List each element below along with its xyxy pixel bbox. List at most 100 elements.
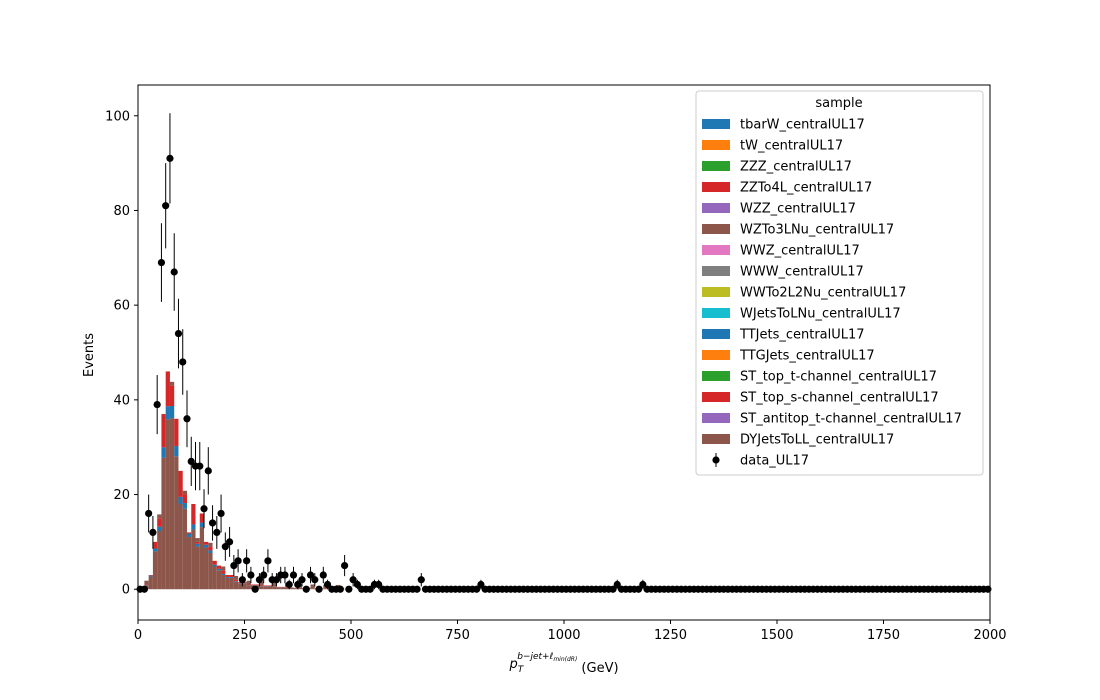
legend-label: WJetsToLNu_centralUL17 (740, 307, 901, 322)
x-axis: 0 250 500 750 1000 1250 1500 1750 2000 (134, 620, 1007, 643)
data-point (272, 576, 281, 584)
y-axis: 0 20 40 60 80 100 (105, 109, 138, 598)
mc-bar (169, 381, 175, 386)
legend-swatch (702, 413, 730, 423)
data-point (140, 585, 148, 593)
mc-bar (212, 566, 217, 590)
mc-bar (191, 524, 196, 530)
mc-bar (174, 446, 179, 457)
data-point (311, 576, 319, 584)
mc-bar (157, 530, 162, 590)
data-point (613, 580, 621, 589)
data-point (302, 585, 310, 593)
y-tick-label: 40 (113, 393, 130, 408)
data-point (477, 580, 485, 589)
y-tick-label: 100 (105, 109, 130, 124)
legend-marker (712, 456, 720, 464)
data-point (281, 571, 289, 579)
legend-swatch (702, 392, 730, 402)
data-point (200, 505, 208, 513)
mc-bar (195, 543, 200, 547)
mc-bar (204, 547, 209, 590)
mc-bar (233, 575, 239, 580)
mc-bar (169, 418, 175, 590)
y-tick-label: 80 (113, 204, 130, 219)
mc-bar (182, 508, 187, 590)
mc-bar (169, 406, 175, 419)
mc-bar (148, 575, 153, 577)
mc-bar (186, 536, 192, 590)
mc-bar (263, 585, 268, 586)
data-point (375, 580, 383, 589)
data-point (260, 571, 268, 579)
legend: sample tbarW_centralUL17 tW_centralUL17 ZZ… (695, 90, 984, 476)
mc-bar (276, 587, 281, 590)
mc-bar (191, 504, 196, 525)
mc-bar (157, 526, 162, 531)
data-point (251, 585, 259, 593)
mc-bar (216, 565, 222, 569)
mc-bar (208, 542, 213, 547)
data-point (366, 585, 374, 593)
data-point (345, 585, 353, 593)
mc-bar (225, 577, 230, 578)
mc-bar (178, 496, 183, 505)
mc-bar (212, 564, 217, 567)
legend-swatch (702, 371, 730, 381)
legend-swatch (702, 287, 730, 297)
mc-bar (246, 580, 251, 585)
mc-bar (221, 573, 226, 576)
mc-bar (280, 587, 285, 590)
data-point (187, 457, 195, 465)
data-point (234, 557, 242, 565)
mc-bar (199, 513, 205, 523)
legend-label: WZZ_centralUL17 (740, 202, 856, 217)
legend-label: TTGJets_centralUL17 (739, 349, 875, 364)
mc-bar (259, 581, 264, 586)
mc-bar (144, 580, 149, 585)
mc-bar (195, 538, 200, 542)
legend-label: ZZZ_centralUL17 (740, 160, 852, 175)
x-tick-label: 750 (445, 628, 470, 643)
mc-bar (161, 447, 166, 458)
mc-bar (182, 490, 187, 495)
mc-bar (216, 570, 222, 590)
data-point (225, 538, 234, 546)
x-axis-label-sup-sub: min(dR) (553, 656, 577, 663)
mc-bar (204, 544, 209, 548)
x-axis-label-unit: (GeV) (577, 661, 618, 676)
legend-label: WZTo3LNu_centralUL17 (740, 223, 894, 238)
data-point (183, 415, 191, 423)
mc-bar (182, 503, 187, 509)
mc-bar (186, 533, 192, 537)
y-tick-label: 60 (113, 299, 130, 314)
mc-bar (246, 584, 251, 586)
mc-bar (225, 575, 230, 578)
mc-bar (161, 457, 166, 590)
legend-swatch (702, 308, 730, 318)
legend-label: ST_top_t-channel_centralUL17 (740, 370, 937, 385)
x-tick-label: 0 (134, 628, 142, 643)
legend-swatch (702, 224, 730, 234)
data-point (298, 576, 306, 584)
legend-label: tbarW_centralUL17 (740, 118, 865, 133)
mc-bar (263, 586, 268, 590)
legend-swatch (702, 350, 730, 360)
data-point (634, 585, 643, 593)
mc-bar (259, 586, 264, 590)
mc-bar (289, 587, 294, 590)
data-point (413, 585, 421, 593)
legend-swatch (702, 434, 730, 444)
mc-bar (323, 588, 328, 590)
legend-label: ZZTo4L_centralUL17 (740, 181, 872, 196)
x-axis-label-sub: T (518, 665, 525, 675)
data-point (174, 329, 183, 338)
legend-swatch (702, 182, 730, 192)
data-point (153, 400, 161, 409)
mc-bar (165, 419, 170, 590)
legend-swatch (702, 266, 730, 276)
mc-bar (199, 522, 205, 528)
legend-label: ST_top_s-channel_centralUL17 (740, 391, 939, 406)
data-point (208, 519, 217, 527)
